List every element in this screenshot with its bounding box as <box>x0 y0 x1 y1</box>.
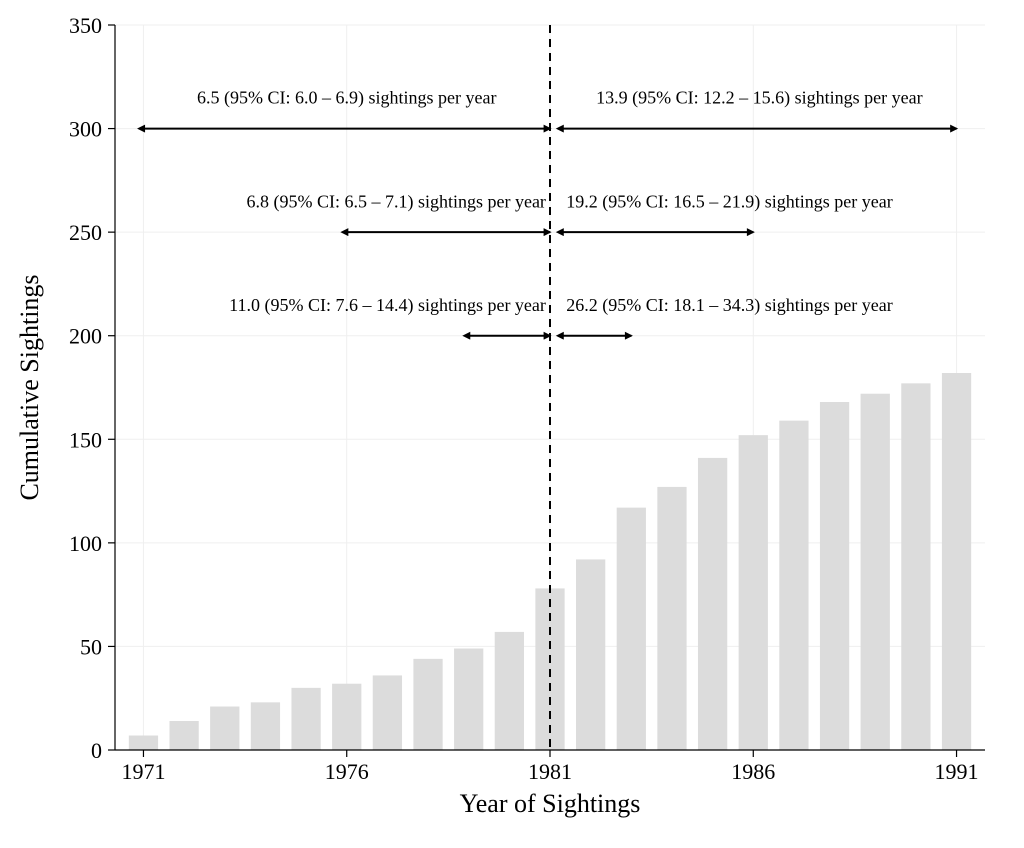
bar <box>169 721 198 750</box>
bar <box>861 394 890 750</box>
x-tick-label: 1971 <box>121 759 165 784</box>
bar <box>820 402 849 750</box>
annotation-label: 19.2 (95% CI: 16.5 – 21.9) sightings per… <box>566 191 892 212</box>
x-tick-label: 1991 <box>935 759 979 784</box>
bar <box>576 559 605 750</box>
bar <box>739 435 768 750</box>
bar <box>291 688 320 750</box>
y-tick-label: 350 <box>69 13 102 38</box>
bar <box>454 649 483 751</box>
x-tick-label: 1976 <box>325 759 369 784</box>
annotation-label: 11.0 (95% CI: 7.6 – 14.4) sightings per … <box>229 295 546 316</box>
x-tick-label: 1986 <box>731 759 775 784</box>
y-tick-label: 0 <box>91 738 102 763</box>
x-tick-label: 1981 <box>528 759 572 784</box>
bar <box>129 736 158 751</box>
bar <box>210 707 239 751</box>
annotation-label: 26.2 (95% CI: 18.1 – 34.3) sightings per… <box>566 295 892 316</box>
x-axis-title: Year of Sightings <box>460 789 641 818</box>
bar <box>942 373 971 750</box>
bar <box>332 684 361 750</box>
y-tick-label: 100 <box>69 531 102 556</box>
y-tick-label: 200 <box>69 324 102 349</box>
chart-container: 1971 1976 1981 1986 1991 0 50 100 150 200 250 300 35… <box>0 0 1024 848</box>
annotation-label: 6.8 (95% CI: 6.5 – 7.1) sightings per ye… <box>246 191 545 212</box>
bar <box>779 421 808 750</box>
bar <box>617 508 646 750</box>
y-axis-title: Cumulative Sightings <box>15 274 44 500</box>
cumulative-sightings-chart: 1971 1976 1981 1986 1991 0 50 100 150 200 250 300 35… <box>0 0 1024 848</box>
annotation-label: 6.5 (95% CI: 6.0 – 6.9) sightings per ye… <box>197 88 496 109</box>
bar <box>251 702 280 750</box>
annotation-label: 13.9 (95% CI: 12.2 – 15.6) sightings per… <box>596 88 922 109</box>
y-tick-label: 50 <box>80 634 102 659</box>
bar <box>698 458 727 750</box>
y-tick-label: 300 <box>69 117 102 142</box>
bar <box>657 487 686 750</box>
bar <box>901 383 930 750</box>
y-tick-label: 250 <box>69 220 102 245</box>
y-tick-label: 150 <box>69 427 102 452</box>
bar <box>413 659 442 750</box>
bar <box>495 632 524 750</box>
bar <box>373 675 402 750</box>
